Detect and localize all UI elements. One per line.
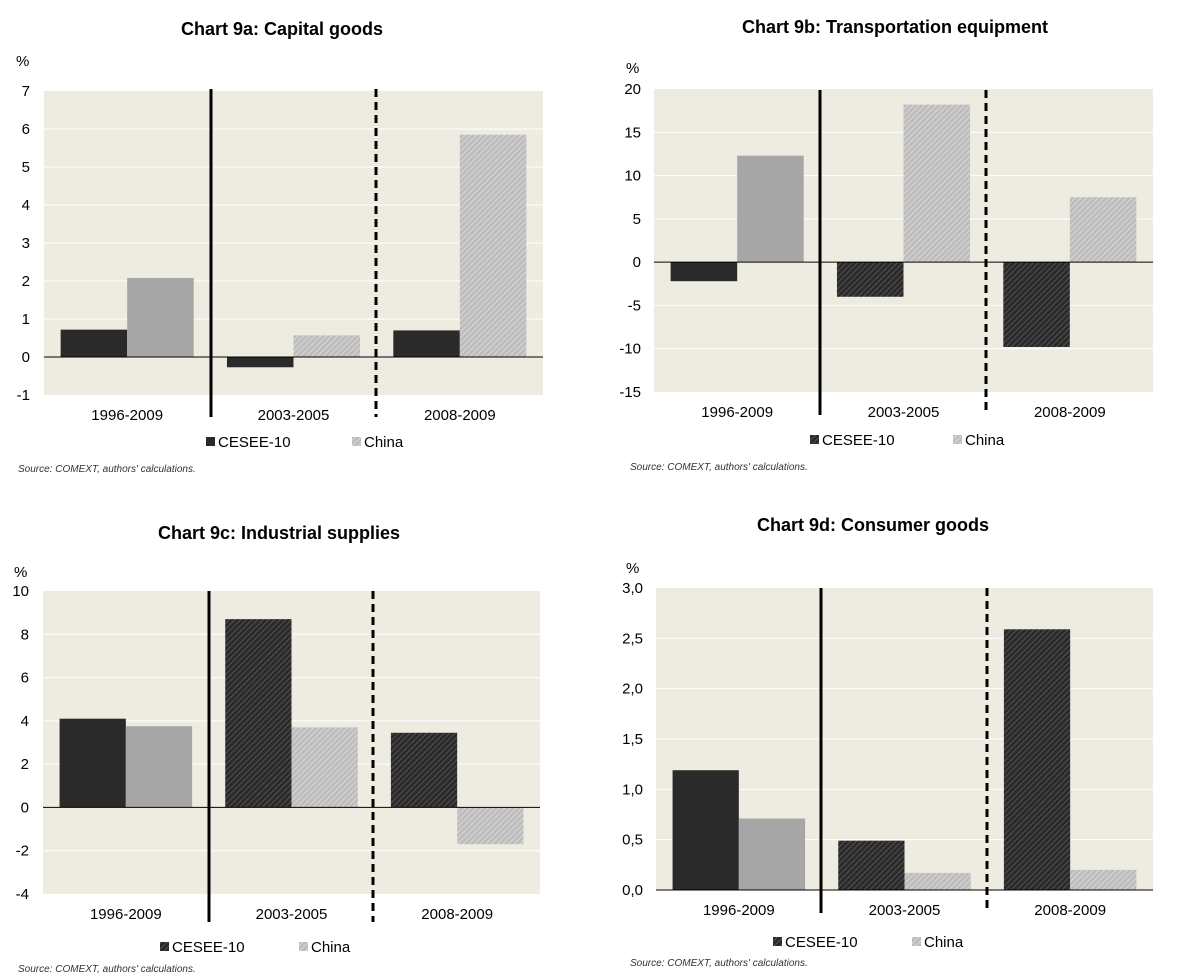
chart-4-unit-label: %: [626, 560, 639, 577]
chart-4-source-note: Source: COMEXT, authors' calculations.: [630, 958, 808, 969]
chart-3-y-tick-label: 6: [21, 670, 29, 687]
chart-3-category-label: 1996-2009: [90, 906, 162, 923]
chart-3-bar-cesee-10-3: [390, 732, 458, 808]
chart-4-y-tick-label: 1,5: [622, 731, 643, 748]
chart-2-y-tick-label: -5: [628, 297, 641, 314]
chart-4-category-label: 2003-2005: [869, 902, 941, 919]
chart-2-category-label: 2003-2005: [868, 404, 940, 421]
chart-4-title: Chart 9d: Consumer goods: [757, 515, 989, 535]
chart-3-y-tick-label: -4: [16, 886, 29, 903]
chart-2-category-label: 2008-2009: [1034, 404, 1106, 421]
chart-3-y-tick-label: 10: [12, 583, 29, 600]
chart-3-y-tick-label: -2: [16, 843, 29, 860]
chart-1-y-tick-label: 6: [22, 121, 30, 138]
chart-2-bar-cesee-10-1: [670, 262, 738, 282]
chart-1-category-label: 1996-2009: [91, 407, 163, 424]
chart-3-y-tick-label: 0: [21, 799, 29, 816]
chart-1-bar-china-2: [293, 335, 361, 357]
chart-4-bar-china-3: [1070, 869, 1137, 890]
chart-4-bar-cesee-10-2: [838, 840, 905, 890]
chart-1-y-tick-label: 4: [22, 197, 30, 214]
chart-3-bar-china-3: [457, 807, 524, 845]
chart-1-title: Chart 9a: Capital goods: [181, 19, 383, 39]
chart-1-y-tick-label: -1: [17, 387, 30, 404]
chart-1-y-tick-label: 2: [22, 273, 30, 290]
chart-3-bar-cesee-10-1: [59, 718, 126, 808]
chart-2-y-tick-label: 5: [633, 211, 641, 228]
chart-3-y-tick-label: 8: [21, 626, 29, 643]
chart-2-source-note: Source: COMEXT, authors' calculations.: [630, 462, 808, 473]
chart-3-title: Chart 9c: Industrial supplies: [158, 523, 400, 543]
chart-3-legend-label-cesee-10: CESEE-10: [172, 939, 245, 956]
chart-4-bar-cesee-10-3: [1003, 629, 1071, 890]
chart-4-y-tick-label: 2,5: [622, 630, 643, 647]
chart-1-source-note: Source: COMEXT, authors' calculations.: [18, 464, 196, 475]
chart-2-y-tick-label: 20: [624, 81, 641, 98]
chart-3-y-tick-label: 4: [21, 713, 29, 730]
chart-1-bar-china-3: [459, 134, 527, 357]
chart-1-y-tick-label: 3: [22, 235, 30, 252]
chart-3-legend-label-china: China: [311, 939, 351, 956]
chart-2-y-tick-label: 0: [633, 254, 641, 271]
chart-2-bar-cesee-10-3: [1003, 262, 1070, 347]
chart-2-legend-label-cesee-10: CESEE-10: [822, 432, 895, 449]
chart-2-unit-label: %: [626, 60, 639, 77]
chart-1-legend-swatch-china: [352, 437, 361, 446]
chart-1-bar-china-1: [127, 277, 194, 357]
chart-3-source-note: Source: COMEXT, authors' calculations.: [18, 964, 196, 974]
chart-3-unit-label: %: [14, 564, 27, 581]
chart-4-y-tick-label: 0,0: [622, 882, 643, 899]
chart-4-bar-china-1: [738, 818, 806, 890]
chart-1-y-tick-label: 0: [22, 349, 30, 366]
chart-3-category-label: 2003-2005: [256, 906, 328, 923]
chart-2-category-label: 1996-2009: [701, 404, 773, 421]
chart-3-legend-swatch-china: [299, 942, 308, 951]
chart-4-category-label: 1996-2009: [703, 902, 775, 919]
chart-4-y-tick-label: 3,0: [622, 580, 643, 597]
chart-3-legend-swatch-cesee-10: [160, 942, 169, 951]
chart-2-bar-china-1: [737, 155, 804, 263]
chart-4-legend-label-cesee-10: CESEE-10: [785, 934, 858, 951]
chart-2-y-tick-label: 15: [624, 124, 641, 141]
chart-4-legend-label-china: China: [924, 934, 964, 951]
chart-1-bar-cesee-10-1: [60, 329, 128, 357]
chart-2-title: Chart 9b: Transportation equipment: [742, 17, 1048, 37]
chart-2-bar-china-3: [1069, 197, 1137, 263]
chart-1-y-tick-label: 1: [22, 311, 30, 328]
chart-1-legend-label-cesee-10: CESEE-10: [218, 434, 291, 451]
chart-4-legend-swatch-cesee-10: [773, 937, 782, 946]
chart-3-bar-china-1: [125, 726, 193, 808]
chart-1-y-tick-label: 7: [22, 83, 30, 100]
chart-1-legend-label-china: China: [364, 434, 404, 451]
chart-1-y-tick-label: 5: [22, 159, 30, 176]
chart-1-bar-cesee-10-2: [226, 357, 294, 368]
chart-4-category-label: 2008-2009: [1034, 902, 1106, 919]
chart-1-category-label: 2008-2009: [424, 407, 496, 424]
chart-2-legend-swatch-china: [953, 435, 962, 444]
chart-3-bar-china-2: [291, 727, 358, 808]
chart-3-bar-cesee-10-2: [225, 619, 292, 808]
chart-3-y-tick-label: 2: [21, 756, 29, 773]
chart-1-legend-swatch-cesee-10: [206, 437, 215, 446]
chart-4-bar-cesee-10-1: [672, 770, 739, 890]
chart-1-category-label: 2003-2005: [258, 407, 330, 424]
chart-3-category-label: 2008-2009: [421, 906, 493, 923]
chart-4-y-tick-label: 0,5: [622, 832, 643, 849]
chart-2-y-tick-label: -10: [619, 341, 641, 358]
chart-1-unit-label: %: [16, 53, 29, 70]
chart-4-y-tick-label: 2,0: [622, 681, 643, 698]
chart-2-bar-china-2: [903, 104, 971, 263]
chart-4-legend-swatch-china: [912, 937, 921, 946]
chart-2-y-tick-label: 10: [624, 168, 641, 185]
chart-2-bar-cesee-10-2: [836, 262, 904, 297]
chart-4-bar-china-2: [904, 872, 971, 890]
chart-2-legend-label-china: China: [965, 432, 1005, 449]
chart-2-legend-swatch-cesee-10: [810, 435, 819, 444]
chart-2-y-tick-label: -15: [619, 384, 641, 401]
chart-1-bar-cesee-10-3: [393, 330, 460, 357]
chart-4-y-tick-label: 1,0: [622, 781, 643, 798]
